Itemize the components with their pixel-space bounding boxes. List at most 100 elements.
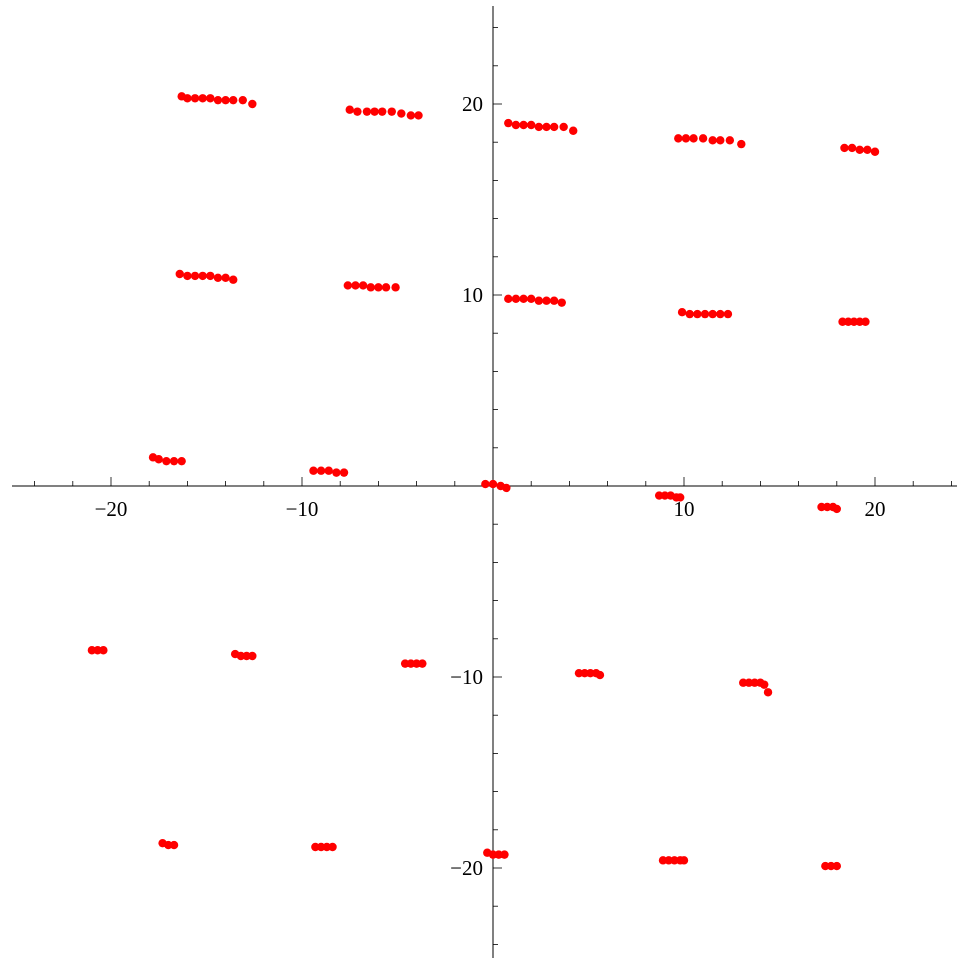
data-point [840, 143, 849, 153]
data-point [832, 504, 841, 514]
y-tick-label: 20 [462, 92, 483, 116]
x-tick-label: −10 [286, 497, 319, 521]
data-point [534, 296, 544, 305]
data-point [675, 493, 685, 502]
y-minor-ticks [493, 27, 498, 945]
data-point [527, 120, 536, 130]
data-point [248, 651, 257, 661]
data-point [309, 466, 318, 475]
data-point [362, 107, 372, 116]
data-point [221, 95, 230, 105]
axes: −20 −10 10 20 20 10 −10 −20 [12, 6, 957, 958]
data-point [391, 283, 400, 292]
data-point [332, 468, 341, 477]
data-point [685, 309, 694, 319]
y-tick-label: −20 [450, 856, 483, 880]
data-point [190, 271, 200, 281]
data-point [316, 466, 326, 475]
data-point [328, 842, 337, 852]
data-point [206, 94, 215, 103]
data-point [406, 111, 416, 120]
data-point [488, 479, 498, 489]
data-point [502, 483, 511, 493]
data-point [183, 94, 192, 103]
data-point [229, 95, 238, 105]
data-point [198, 94, 207, 103]
data-point [527, 294, 536, 304]
data-point [760, 680, 769, 689]
data-point [169, 456, 179, 466]
data-point [397, 109, 406, 118]
y-tick-label: −10 [450, 665, 483, 689]
data-point [763, 688, 773, 697]
x-minor-ticks [34, 481, 952, 486]
data-point [500, 850, 509, 859]
data-point [542, 296, 551, 305]
data-point [595, 670, 605, 680]
data-point [198, 271, 207, 281]
data-point [481, 479, 490, 489]
data-point [154, 455, 163, 464]
data-point [534, 122, 544, 132]
data-point [549, 296, 559, 305]
data-point [716, 136, 725, 145]
data-point [374, 283, 383, 292]
data-point [414, 111, 423, 120]
data-point [679, 856, 689, 865]
data-point [229, 275, 238, 284]
data-point [677, 307, 687, 317]
data-point [723, 309, 733, 319]
data-point [700, 309, 710, 319]
data-points [87, 92, 880, 871]
data-point [418, 659, 427, 668]
data-point [169, 840, 179, 850]
data-point [708, 309, 717, 319]
data-point [206, 271, 215, 281]
data-point [343, 281, 353, 290]
data-point [175, 269, 184, 279]
data-point [353, 107, 362, 116]
data-point [557, 298, 566, 307]
data-point [674, 134, 683, 143]
x-major-ticks: −20 −10 10 20 [95, 477, 886, 521]
data-point [162, 456, 171, 466]
data-point [511, 120, 521, 130]
data-point [737, 139, 746, 149]
data-point [99, 646, 108, 655]
x-tick-label: −20 [95, 497, 128, 521]
data-point [511, 294, 521, 304]
data-point [569, 126, 578, 135]
y-tick-label: 10 [462, 283, 483, 307]
data-point [387, 107, 396, 116]
data-point [248, 99, 257, 109]
data-point [861, 317, 870, 326]
data-point [559, 122, 568, 132]
data-point [378, 107, 387, 116]
data-point [358, 281, 368, 290]
data-point [381, 283, 391, 292]
x-tick-label: 20 [865, 497, 886, 521]
data-point [698, 134, 708, 143]
data-point [183, 271, 192, 281]
data-point [855, 145, 864, 155]
data-point [519, 120, 528, 130]
data-point [221, 273, 230, 283]
data-point [716, 309, 725, 319]
data-point [345, 105, 354, 114]
y-major-ticks: 20 10 −10 −20 [450, 92, 502, 880]
data-point [863, 145, 872, 155]
data-point [504, 118, 513, 128]
data-point [504, 294, 513, 304]
data-point [870, 147, 880, 156]
data-point [847, 143, 857, 153]
data-point [177, 456, 186, 466]
data-point [832, 861, 841, 871]
data-point [351, 281, 360, 290]
data-point [549, 122, 559, 132]
data-point [339, 468, 349, 477]
x-tick-label: 10 [674, 497, 695, 521]
data-point [370, 107, 379, 116]
data-point [725, 136, 735, 145]
data-point [366, 283, 375, 292]
